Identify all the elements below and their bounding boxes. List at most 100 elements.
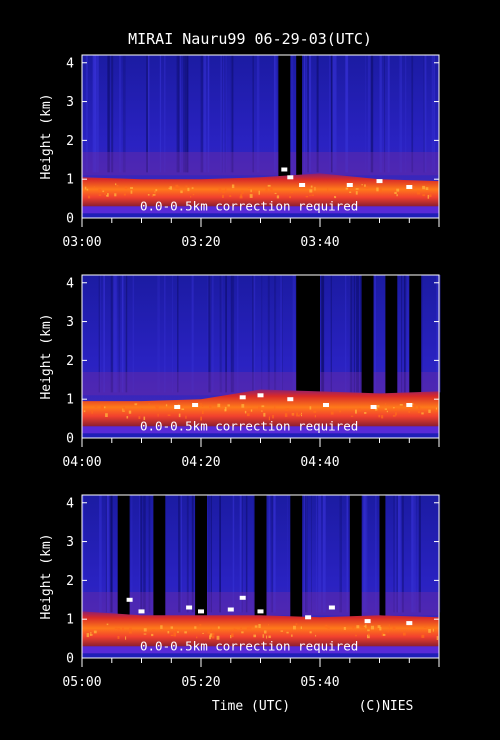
- aerosol-speckle: [425, 187, 429, 190]
- aerosol-speckle: [432, 628, 434, 632]
- aerosol-speckle: [224, 406, 227, 411]
- backscatter-streak: [399, 55, 402, 173]
- backscatter-streak: [346, 495, 348, 613]
- aerosol-speckle: [250, 409, 253, 412]
- aerosol-speckle: [339, 410, 341, 413]
- cloud-echo: [328, 605, 335, 610]
- aerosol-speckle: [184, 631, 187, 634]
- aerosol-speckle: [141, 408, 143, 410]
- cloud-echo: [138, 609, 145, 614]
- aerosol-speckle: [356, 625, 360, 629]
- aerosol-speckle: [169, 186, 172, 190]
- backscatter-streak: [219, 495, 221, 613]
- backscatter-streak: [406, 275, 409, 393]
- aerosol-speckle: [165, 404, 168, 407]
- aerosol-speckle: [239, 196, 243, 199]
- x-tick-label: 04:20: [181, 455, 220, 470]
- y-tick-label: 2: [66, 354, 74, 369]
- aerosol-speckle: [355, 409, 357, 414]
- aerosol-speckle: [276, 195, 280, 199]
- aerosol-speckle: [364, 184, 366, 187]
- aerosol-speckle: [246, 413, 250, 417]
- aerosol-speckle: [343, 627, 346, 630]
- aerosol-speckle: [244, 410, 247, 414]
- correction-annotation: 0.0-0.5km correction required: [140, 638, 358, 653]
- aerosol-speckle: [315, 634, 317, 637]
- aerosol-speckle: [210, 628, 212, 633]
- cloud-echo: [257, 609, 264, 614]
- aerosol-speckle: [270, 188, 273, 193]
- backscatter-streak: [140, 495, 143, 613]
- aerosol-speckle: [87, 195, 91, 199]
- aerosol-speckle: [209, 404, 212, 408]
- aerosol-speckle: [241, 404, 245, 408]
- backscatter-streak: [111, 55, 114, 173]
- backscatter-streak: [147, 55, 150, 173]
- backscatter-streak: [184, 55, 188, 173]
- aerosol-speckle: [157, 413, 159, 417]
- backscatter-streak: [122, 275, 124, 393]
- aerosol-speckle: [291, 634, 293, 637]
- cloud-echo: [126, 597, 133, 602]
- backscatter-streak: [230, 55, 234, 173]
- aerosol-speckle: [386, 410, 388, 413]
- missing-data-column: [385, 275, 398, 421]
- backscatter-streak: [177, 275, 179, 393]
- backscatter-streak: [157, 275, 160, 393]
- missing-data-column: [195, 495, 207, 641]
- aerosol-speckle: [348, 187, 350, 191]
- aerosol-speckle: [167, 414, 171, 416]
- x-tick-label: 05:20: [181, 675, 220, 690]
- aerosol-speckle: [368, 633, 370, 637]
- aerosol-speckle: [218, 188, 222, 192]
- panel-3: 0 1 2 3 4 05:00 05:20 05:40 Height (km) 0.0-0.5km…: [39, 494, 441, 690]
- aerosol-speckle: [240, 627, 242, 629]
- aerosol-speckle: [129, 630, 132, 634]
- aerosol-speckle: [428, 629, 431, 633]
- aerosol-speckle: [299, 413, 302, 415]
- y-tick-label: 2: [66, 134, 74, 149]
- backscatter-streak: [253, 495, 255, 613]
- aerosol-speckle: [241, 190, 244, 194]
- backscatter-streak: [112, 275, 115, 393]
- aerosol-speckle: [136, 403, 139, 405]
- surface-band: [82, 653, 439, 658]
- aerosol-speckle: [209, 635, 211, 640]
- aerosol-speckle: [418, 406, 420, 410]
- backscatter-streak: [404, 275, 406, 393]
- backscatter-streak: [122, 55, 126, 173]
- surface-band: [82, 433, 439, 438]
- aerosol-speckle: [286, 631, 289, 634]
- aerosol-speckle: [151, 629, 155, 631]
- aerosol-speckle: [167, 631, 170, 634]
- aerosol-speckle: [403, 632, 406, 636]
- y-tick-label: 4: [66, 276, 74, 291]
- aerosol-speckle: [422, 185, 426, 190]
- aerosol-speckle: [355, 634, 357, 637]
- backscatter-streak: [178, 55, 180, 173]
- aerosol-speckle: [230, 635, 232, 639]
- backscatter-streak: [209, 275, 211, 393]
- backscatter-streak: [322, 495, 326, 613]
- aerosol-speckle: [152, 194, 156, 196]
- backscatter-streak: [219, 275, 223, 393]
- backscatter-streak: [85, 55, 88, 173]
- aerosol-speckle: [217, 626, 220, 629]
- cloud-echo: [239, 595, 246, 600]
- backscatter-streak: [203, 55, 207, 173]
- backscatter-streak: [179, 495, 182, 613]
- backscatter-streak: [143, 495, 146, 613]
- backscatter-streak: [252, 275, 254, 393]
- aerosol-speckle: [309, 194, 311, 197]
- aerosol-speckle: [207, 630, 211, 634]
- y-tick-label: 4: [66, 56, 74, 71]
- aerosol-speckle: [413, 186, 416, 189]
- backscatter-streak: [108, 55, 110, 173]
- aerosol-speckle: [117, 636, 120, 639]
- backscatter-streak: [359, 275, 362, 393]
- missing-data-column: [153, 495, 166, 641]
- backscatter-streak: [305, 55, 307, 173]
- aerosol-speckle: [287, 408, 290, 411]
- backscatter-streak: [397, 495, 401, 613]
- backscatter-streak: [421, 275, 423, 393]
